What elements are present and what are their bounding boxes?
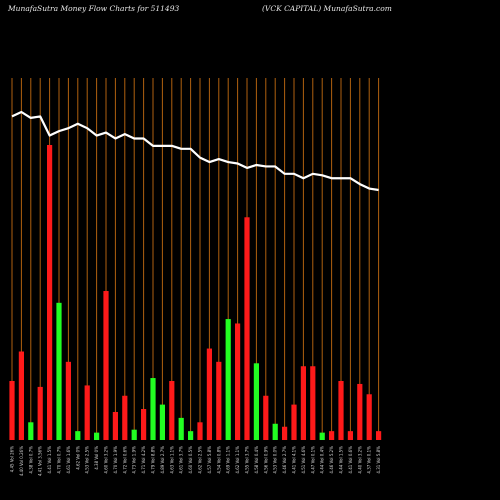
x-tick-label: 4.38 Vol 0% [94, 446, 99, 470]
money-flow-bar [225, 319, 231, 440]
x-tick-label: 4.46 Vol 5.2% [329, 446, 334, 474]
x-tick-label: 4.47 Vol 0.1% [310, 446, 315, 474]
x-tick-label: 4.54 Vol 0.8% [216, 446, 221, 474]
x-tick-label: 4.60 Vol 3.2% [104, 446, 109, 474]
x-tick-label: 4.72 Vol 0.6% [122, 446, 127, 474]
money-flow-bar [84, 385, 90, 441]
x-tick-label: 4.71 Vol 4.2% [141, 446, 146, 474]
x-tick-label: 4.63 Vol 1.1% [169, 446, 174, 474]
x-tick-label: 4.69 Vol 1.1% [226, 446, 231, 474]
money-flow-bar [197, 422, 203, 440]
money-flow-bar [310, 366, 316, 440]
x-tick-label: 4.62 Vol 2.5% [198, 446, 203, 474]
money-flow-bar [244, 217, 250, 440]
x-tick-label: 4.58 Vol 0.4% [254, 446, 259, 474]
money-flow-bar [37, 386, 43, 440]
money-flow-bar [141, 409, 147, 440]
money-flow-bar [376, 431, 382, 440]
money-flow-bar [235, 323, 241, 441]
money-flow-bar [65, 361, 71, 440]
x-tick-label: 4.41 Vol 1.5% [47, 446, 52, 474]
x-tick-label: 4.44 Vol 1.5% [339, 446, 344, 474]
money-flow-bar [366, 394, 372, 440]
x-tick-label: 4.70 Vol 0.7% [57, 446, 62, 474]
x-tick-label: 4.61 Vol 3.7% [179, 446, 184, 474]
x-tick-label: 4.73 Vol 1.9% [132, 446, 137, 474]
money-flow-bar [9, 381, 15, 440]
money-flow-bar [56, 302, 62, 440]
money-flow-bar [272, 423, 278, 440]
x-tick-label: 4.44 Vol 0.4% [320, 446, 325, 474]
x-tick-label: 4.55 Vol 3.7% [245, 446, 250, 474]
x-tick-label: 4.62 Vol 0% [75, 446, 80, 470]
bar-layer [9, 145, 382, 441]
money-flow-bar [75, 431, 81, 440]
x-tick-label: 4.41 Vol 4.1% [292, 446, 297, 474]
money-flow-bar [131, 429, 137, 441]
money-flow-bar [159, 404, 165, 440]
x-tick-label: 4.53 Vol 2.5% [85, 446, 90, 474]
money-flow-bar [112, 411, 118, 440]
money-flow-bar [319, 432, 325, 441]
money-flow-bar [178, 417, 184, 441]
x-tick-label: 4.46 Vol 2.7% [282, 446, 287, 474]
x-tick-label: 4.41 Vol 3.56% [38, 446, 43, 476]
x-tick-label: 4.37 Vol 0.1% [367, 446, 372, 474]
money-flow-bar [263, 395, 269, 440]
x-tick-label: 4.89 Vol 2.7% [160, 446, 165, 474]
x-tick-label: 4.56 Vol 0.9% [263, 446, 268, 474]
money-flow-bar [169, 381, 175, 440]
money-flow-bar [150, 378, 156, 440]
x-tick-label: 4.41 Vol 0.6% [348, 446, 353, 474]
tick-labels: 4.45 Vol 26% 4.40 Vol 0.26% 4.38 Vol 0.7% 4… [10, 446, 382, 476]
money-flow-bar [291, 404, 297, 440]
x-tick-label: 4.40 Vol 3.2% [357, 446, 362, 474]
money-flow-bar [347, 431, 353, 440]
money-flow-bar [206, 348, 212, 440]
money-flow-bar [282, 426, 288, 441]
chart-title: MunafaSutra Money Flow Charts for 511493 [8, 4, 180, 13]
price-line [11, 110, 379, 192]
x-tick-label: 4.53 Vol 0.0% [273, 446, 278, 474]
money-flow-bar [300, 366, 306, 440]
money-flow-bar [357, 383, 363, 440]
money-flow-bar [94, 432, 100, 441]
money-flow-bar [338, 381, 344, 440]
money-flow-bar [216, 361, 222, 440]
money-flow-bar [188, 431, 194, 440]
money-flow-bar [253, 363, 259, 440]
x-tick-label: 4.31 Vol 5.8% [376, 446, 381, 474]
line-layer [11, 110, 379, 192]
x-tick-label: 4.57 Vol 5.8% [207, 446, 212, 474]
x-tick-label: 4.51 Vol 4.6% [301, 446, 306, 474]
money-flow-bar [103, 291, 109, 440]
money-flow-bar [122, 395, 128, 440]
money-flow-bar [28, 422, 34, 440]
x-tick-label: 4.62 Vol 1.1% [235, 446, 240, 474]
money-flow-bar [47, 145, 53, 440]
x-tick-label: 4.70 Vol 1.9% [113, 446, 118, 474]
x-tick-label: 4.45 Vol 26% [10, 446, 15, 473]
money-flow-bar [18, 351, 24, 440]
x-tick-label: 4.61 Vol 1.6% [66, 446, 71, 474]
chart-subtitle: (VCK CAPITAL) MunafaSutra.com [262, 4, 392, 13]
money-flow-bar [329, 431, 335, 440]
x-tick-label: 4.79 Vol 8.8% [151, 446, 156, 474]
x-tick-label: 4.40 Vol 0.26% [19, 446, 24, 476]
x-tick-label: 4.60 Vol 0.5% [188, 446, 193, 474]
x-tick-label: 4.38 Vol 0.7% [28, 446, 33, 474]
